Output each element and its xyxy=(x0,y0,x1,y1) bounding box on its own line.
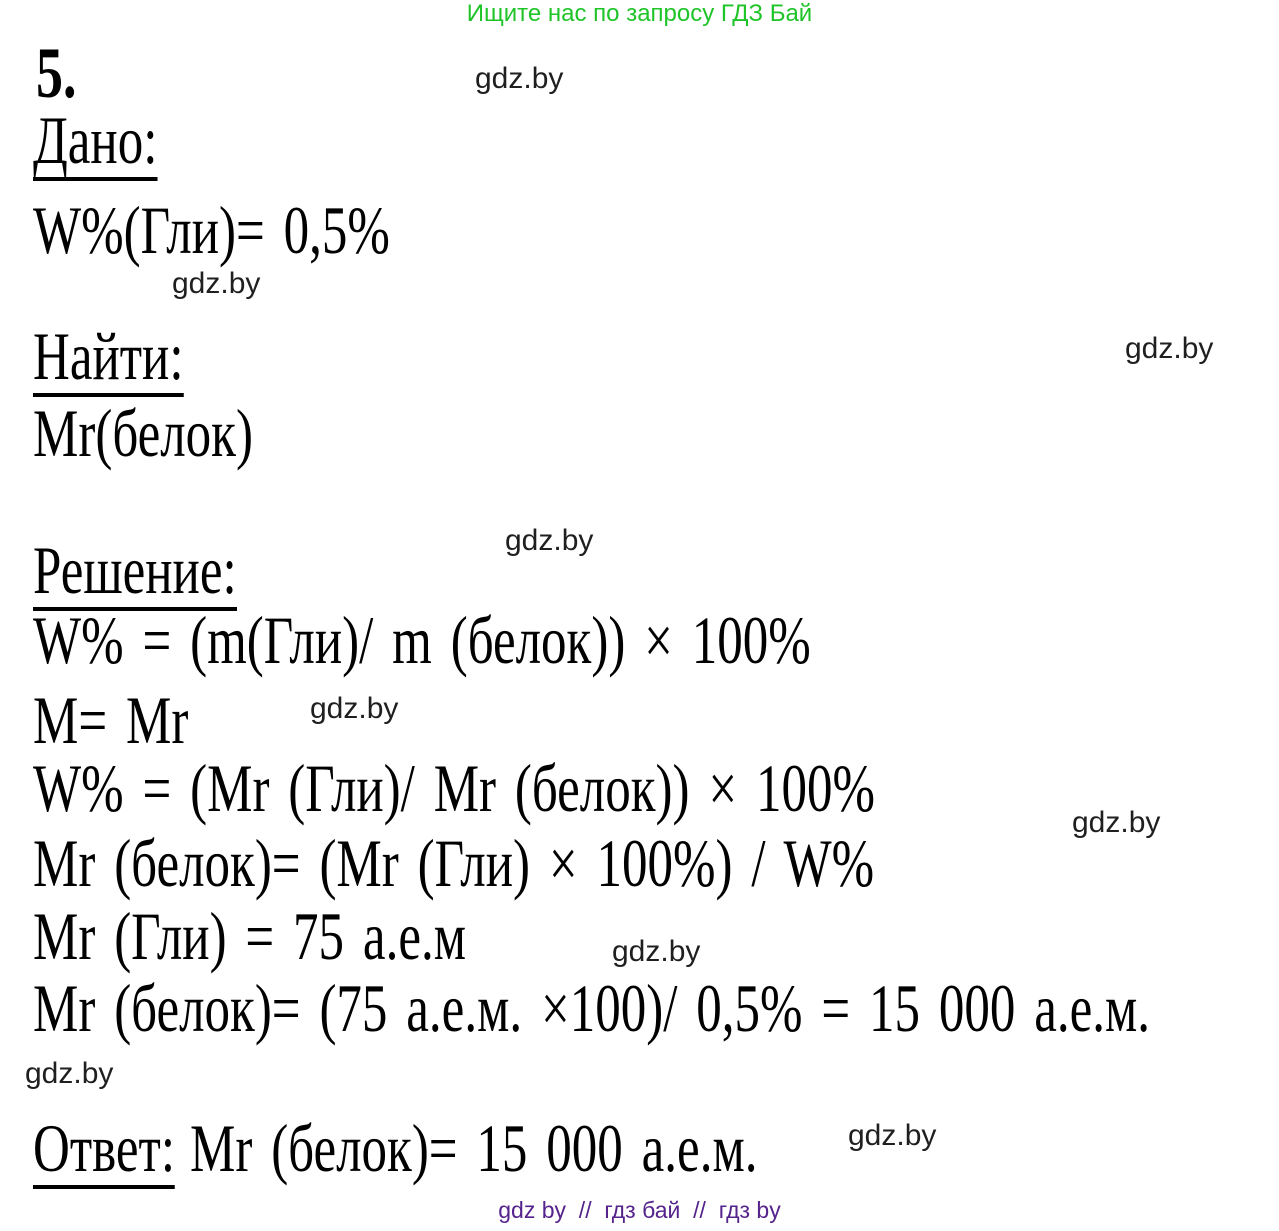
problem-number: 5. xyxy=(36,33,77,113)
answer-value: Mr (белок)= 15 000 а.е.м. xyxy=(189,1110,758,1186)
solution-label: Решение: xyxy=(33,536,237,611)
answer-label: Ответ: xyxy=(33,1114,175,1189)
find-label: Найти: xyxy=(33,322,184,397)
watermark-mid: gdz.by xyxy=(310,692,399,725)
given-section-heading: Дано: xyxy=(33,106,158,181)
find-value: Mr(белок) xyxy=(33,395,253,471)
watermark-answer: gdz.by xyxy=(848,1119,937,1152)
solution-line: M= Mr xyxy=(33,682,189,758)
watermark-mid-right: gdz.by xyxy=(1072,806,1161,839)
watermark-find-right: gdz.by xyxy=(1125,332,1214,365)
solution-line: W% = (Mr (Гли)/ Mr (белок)) × 100% xyxy=(33,750,875,826)
given-value: W%(Гли)= 0,5% xyxy=(33,192,390,268)
watermark-top: gdz.by xyxy=(475,62,564,95)
answer-line: Ответ: Mr (белок)= 15 000 а.е.м. xyxy=(33,1114,757,1189)
solution-line: Mr (белок)= (75 а.е.м. ×100)/ 0,5% = 15 … xyxy=(33,970,1151,1046)
watermark-bottom-left: gdz.by xyxy=(25,1057,114,1090)
watermark-given: gdz.by xyxy=(172,267,261,300)
footer-site-links: gdz by // гдз бай // гдз by xyxy=(498,1197,781,1223)
solution-line: W% = (m(Гли)/ m (белок)) × 100% xyxy=(33,602,811,678)
solution-section-heading: Решение: xyxy=(33,536,237,611)
given-label: Дано: xyxy=(33,106,158,181)
header-promo-text: Ищите нас по запросу ГДЗ Бай xyxy=(466,0,813,27)
watermark-lower: gdz.by xyxy=(612,935,701,968)
solution-line: Mr (белок)= (Mr (Гли) × 100%) / W% xyxy=(33,825,875,901)
solution-line: Mr (Гли) = 75 а.е.м xyxy=(33,898,466,974)
find-section-heading: Найти: xyxy=(33,322,184,397)
watermark-solution: gdz.by xyxy=(505,524,594,557)
